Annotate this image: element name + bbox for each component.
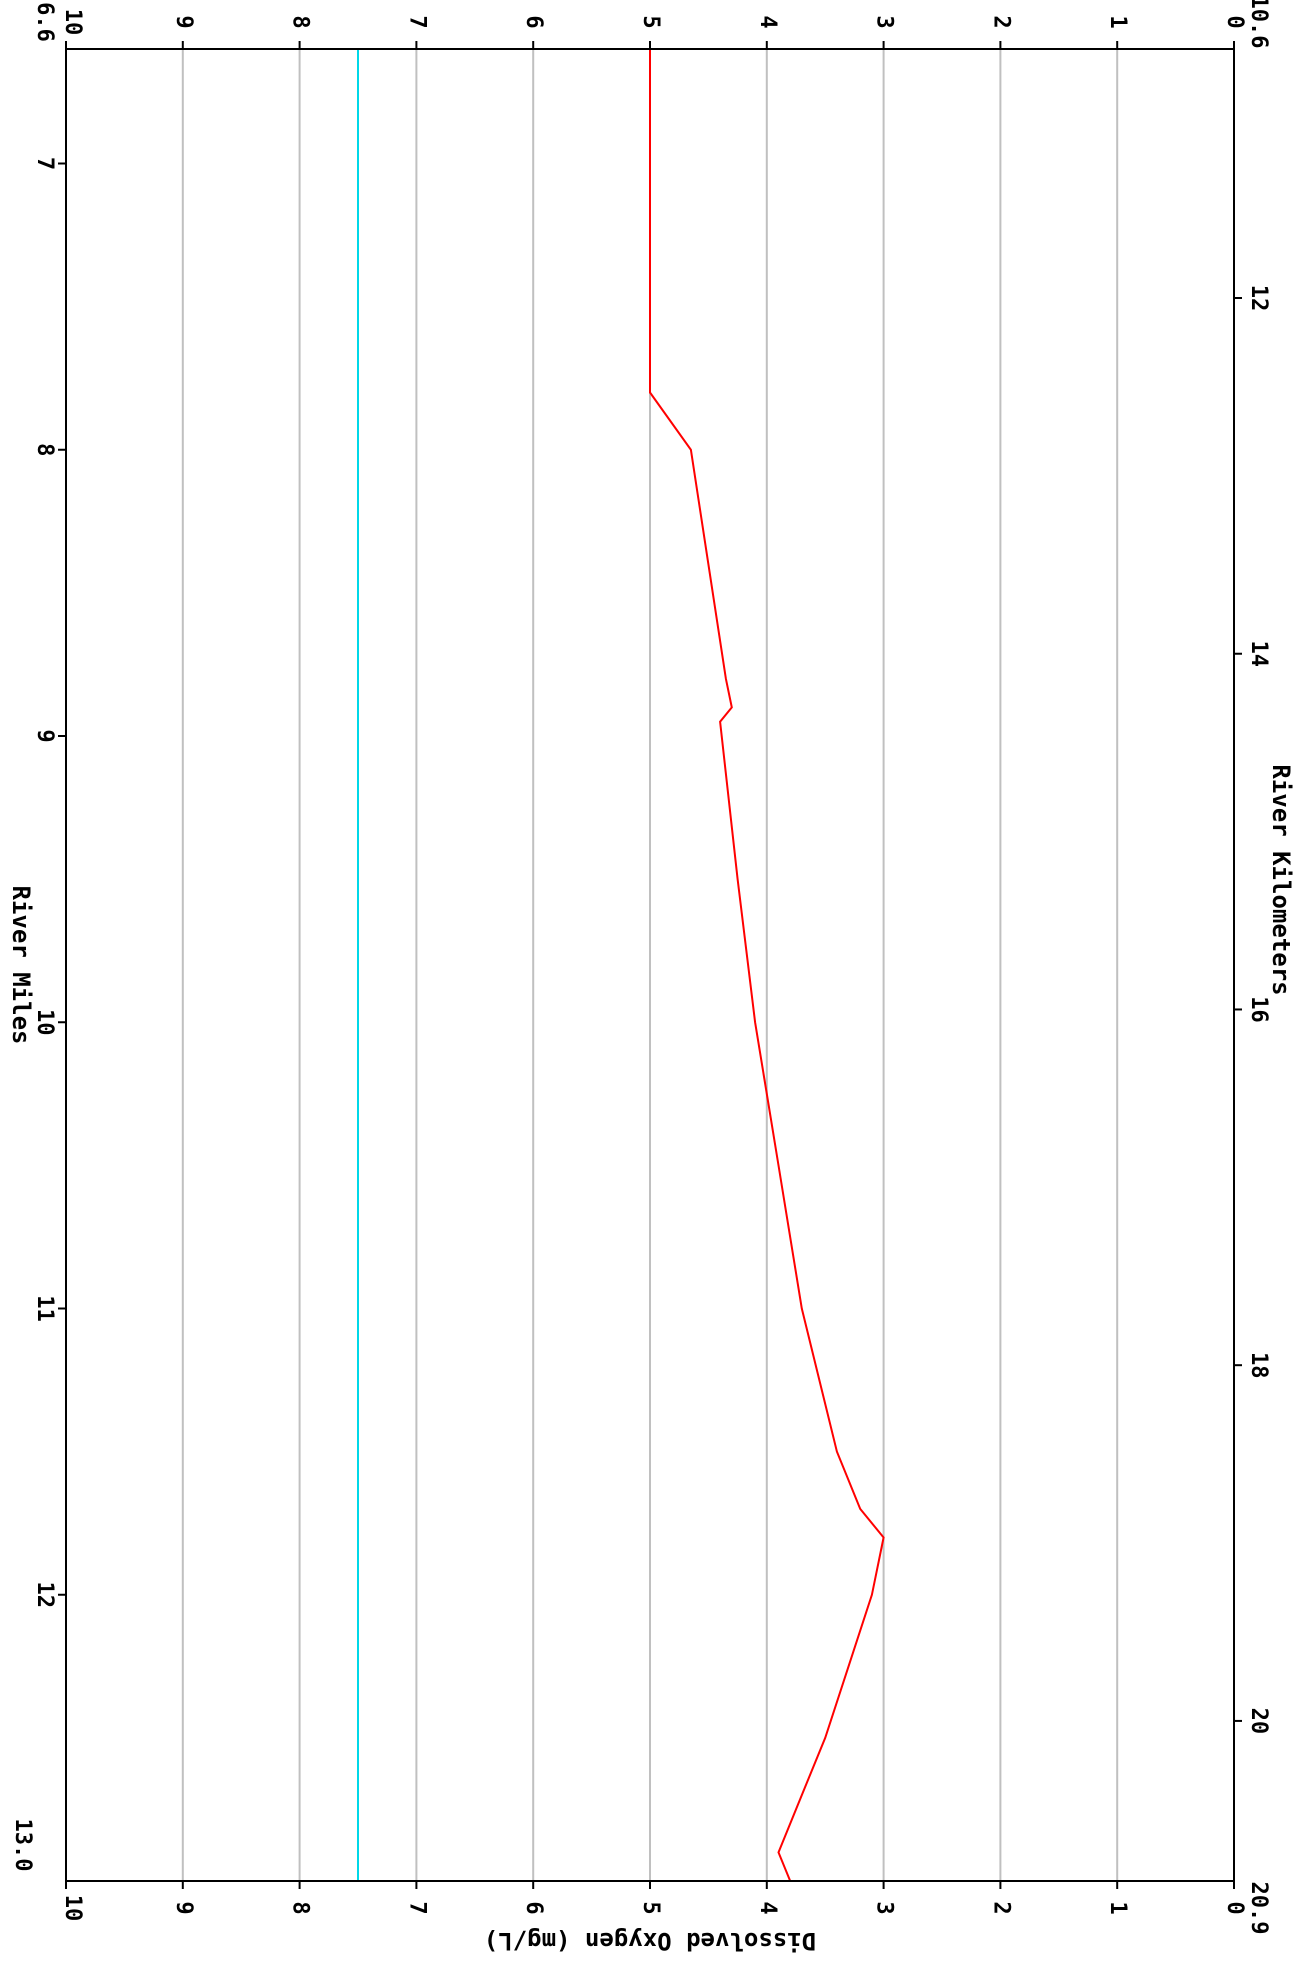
do-tick-label-top-10: 10 <box>60 9 85 36</box>
do-tick-label-top-3: 3 <box>872 15 897 28</box>
do-tick-label-top-9: 9 <box>171 15 196 28</box>
mile-tick-label-0: 7 <box>32 157 57 170</box>
do-tick-label-top-4: 4 <box>755 15 780 28</box>
river-miles-title: River Miles <box>7 886 35 1045</box>
do-tick-label-top-1: 1 <box>1105 15 1130 28</box>
do-tick-label-top-8: 8 <box>288 15 313 28</box>
mile-tick-label-2: 9 <box>32 729 57 742</box>
do-tick-label-top-7: 7 <box>404 15 429 28</box>
km-range-label-start: 10.6 <box>1246 0 1271 48</box>
do-tick-label-top-6: 6 <box>521 15 546 28</box>
mile-tick-label-3: 10 <box>32 1009 57 1036</box>
mile-tick-label-4: 11 <box>32 1295 57 1322</box>
do-tick-label-top-5: 5 <box>638 15 663 28</box>
km-tick-label-1: 14 <box>1246 640 1271 667</box>
river-kilometers-title: River Kilometers <box>1267 764 1295 995</box>
do-axis-title: Dissolved Oxygen (mg/L) <box>484 1927 816 1955</box>
km-tick-label-4: 20 <box>1246 1708 1271 1735</box>
do-tick-label-bottom-0: 0 <box>1222 1901 1247 1914</box>
mile-tick-label-5: 12 <box>32 1582 57 1609</box>
do-tick-label-bottom-7: 7 <box>404 1901 429 1914</box>
do-tick-label-top-2: 2 <box>988 15 1013 28</box>
do-tick-label-bottom-1: 1 <box>1105 1901 1130 1914</box>
mile-range-label-end: 13.0 <box>10 1819 35 1872</box>
do-tick-label-bottom-8: 8 <box>288 1901 313 1914</box>
km-range-label-end: 20.9 <box>1246 1882 1271 1935</box>
do-tick-label-bottom-2: 2 <box>988 1901 1013 1914</box>
do-tick-label-top-0: 0 <box>1222 15 1247 28</box>
km-tick-label-2: 16 <box>1246 996 1271 1023</box>
series-layer <box>649 49 885 1882</box>
km-tick-label-3: 18 <box>1246 1352 1271 1379</box>
do-tick-label-bottom-4: 4 <box>755 1901 780 1914</box>
do-tick-label-bottom-9: 9 <box>171 1901 196 1914</box>
axis-layer: 0011223344556677889910107891011126.613.0… <box>7 0 1295 1955</box>
do-tick-label-bottom-6: 6 <box>521 1901 546 1914</box>
mile-tick-label-1: 8 <box>32 443 57 456</box>
do-tick-label-bottom-5: 5 <box>638 1901 663 1914</box>
mile-range-label-start: 6.6 <box>32 2 57 42</box>
do-tick-label-bottom-3: 3 <box>872 1901 897 1914</box>
do-tick-label-bottom-10: 10 <box>60 1895 85 1922</box>
do-series-line-0 <box>649 49 885 1882</box>
km-tick-label-0: 12 <box>1246 285 1271 312</box>
